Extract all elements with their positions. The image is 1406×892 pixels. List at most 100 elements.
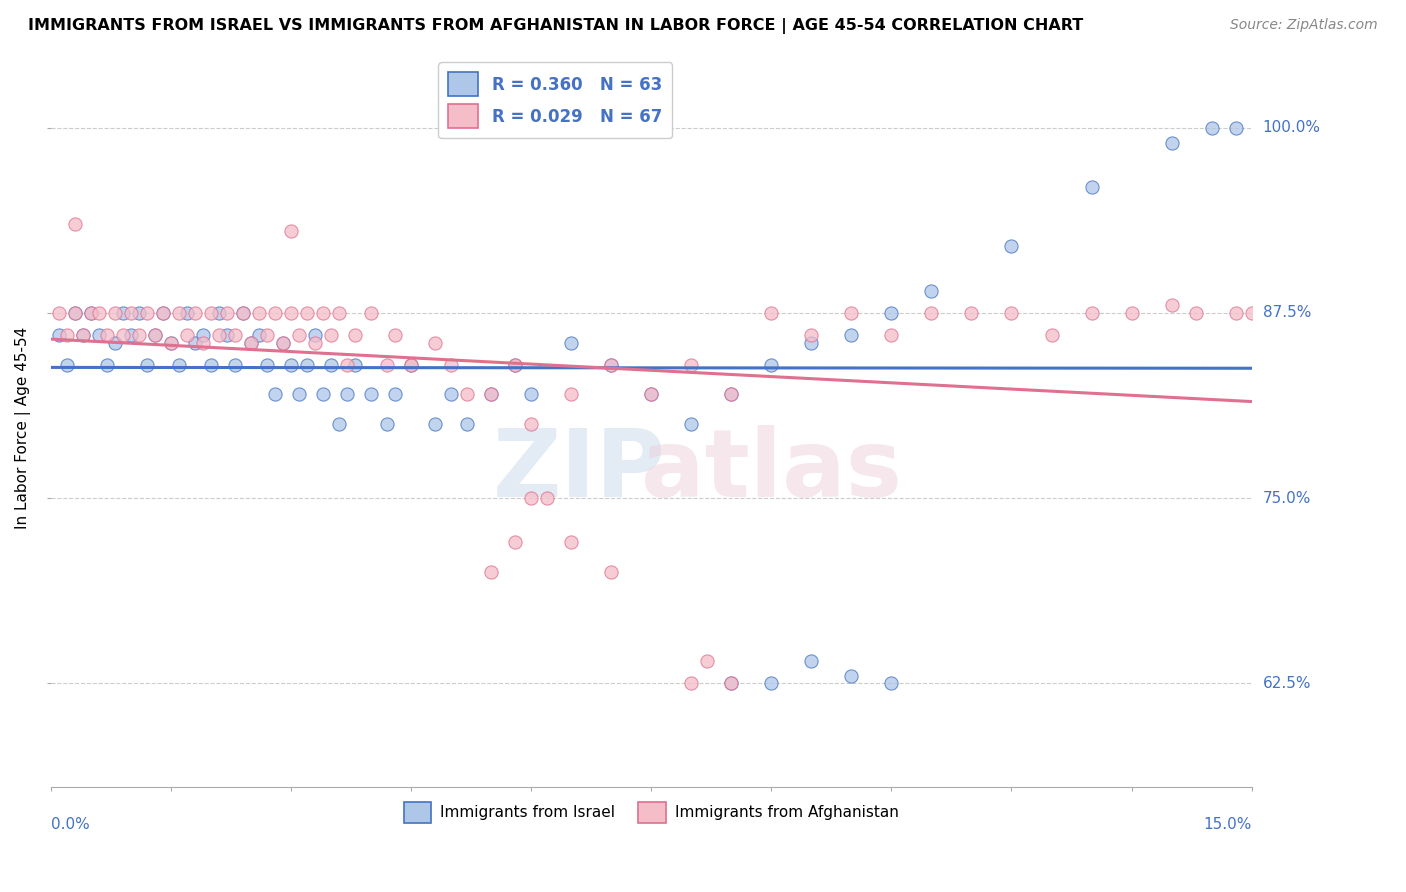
Point xyxy=(297,358,319,372)
Point xyxy=(425,417,447,431)
Point xyxy=(720,676,742,690)
Point xyxy=(681,358,703,372)
Point xyxy=(1080,180,1102,194)
Point xyxy=(720,676,742,690)
Point xyxy=(80,306,103,320)
Point xyxy=(217,328,239,343)
Point xyxy=(217,306,239,320)
Text: IMMIGRANTS FROM ISRAEL VS IMMIGRANTS FROM AFGHANISTAN IN LABOR FORCE | AGE 45-54: IMMIGRANTS FROM ISRAEL VS IMMIGRANTS FRO… xyxy=(28,18,1084,34)
Point xyxy=(800,335,823,350)
Point xyxy=(271,335,294,350)
Point xyxy=(640,387,662,401)
Point xyxy=(640,387,662,401)
Point xyxy=(1000,239,1022,253)
Point xyxy=(344,358,367,372)
Point xyxy=(720,387,742,401)
Point xyxy=(1225,306,1247,320)
Point xyxy=(761,676,783,690)
Point xyxy=(328,306,350,320)
Text: 75.0%: 75.0% xyxy=(1263,491,1310,506)
Point xyxy=(800,328,823,343)
Point xyxy=(208,306,231,320)
Point xyxy=(1160,298,1182,312)
Point xyxy=(193,335,215,350)
Point xyxy=(152,306,174,320)
Text: Source: ZipAtlas.com: Source: ZipAtlas.com xyxy=(1230,18,1378,32)
Point xyxy=(681,417,703,431)
Point xyxy=(128,306,150,320)
Point xyxy=(240,335,263,350)
Point xyxy=(160,335,183,350)
Point xyxy=(63,306,86,320)
Point xyxy=(224,358,246,372)
Point xyxy=(505,358,527,372)
Point xyxy=(96,328,118,343)
Point xyxy=(297,306,319,320)
Point xyxy=(600,358,623,372)
Point xyxy=(384,387,406,401)
Point xyxy=(280,358,302,372)
Text: 87.5%: 87.5% xyxy=(1263,305,1310,320)
Point xyxy=(200,306,222,320)
Point xyxy=(360,387,382,401)
Point xyxy=(1000,306,1022,320)
Point xyxy=(247,328,270,343)
Point xyxy=(247,306,270,320)
Point xyxy=(232,306,254,320)
Point xyxy=(120,306,142,320)
Point xyxy=(143,328,166,343)
Point xyxy=(200,358,222,372)
Point xyxy=(1080,306,1102,320)
Point xyxy=(456,387,478,401)
Point xyxy=(1201,120,1223,135)
Point xyxy=(681,676,703,690)
Point xyxy=(96,358,118,372)
Point xyxy=(1184,306,1206,320)
Point xyxy=(312,306,335,320)
Point xyxy=(761,358,783,372)
Point xyxy=(560,535,582,549)
Point xyxy=(120,328,142,343)
Point xyxy=(401,358,423,372)
Point xyxy=(271,335,294,350)
Point xyxy=(288,328,311,343)
Text: ZIP: ZIP xyxy=(494,425,666,516)
Point xyxy=(1240,306,1263,320)
Point xyxy=(184,306,207,320)
Point xyxy=(152,306,174,320)
Point xyxy=(520,491,543,505)
Point xyxy=(920,284,942,298)
Point xyxy=(256,358,278,372)
Point xyxy=(89,306,111,320)
Point xyxy=(375,417,398,431)
Text: 100.0%: 100.0% xyxy=(1263,120,1320,136)
Point xyxy=(160,335,183,350)
Point xyxy=(167,306,190,320)
Point xyxy=(479,387,502,401)
Point xyxy=(479,565,502,579)
Y-axis label: In Labor Force | Age 45-54: In Labor Force | Age 45-54 xyxy=(15,326,31,529)
Point xyxy=(520,387,543,401)
Point xyxy=(375,358,398,372)
Point xyxy=(72,328,94,343)
Point xyxy=(224,328,246,343)
Point xyxy=(136,306,159,320)
Point xyxy=(440,358,463,372)
Point xyxy=(560,387,582,401)
Point xyxy=(560,335,582,350)
Point xyxy=(384,328,406,343)
Point xyxy=(112,306,135,320)
Point xyxy=(696,654,718,668)
Point xyxy=(425,335,447,350)
Point xyxy=(1160,136,1182,150)
Point xyxy=(841,306,863,320)
Point xyxy=(841,328,863,343)
Point xyxy=(167,358,190,372)
Point xyxy=(312,387,335,401)
Point xyxy=(280,224,302,238)
Point xyxy=(304,328,326,343)
Point xyxy=(960,306,983,320)
Point xyxy=(479,387,502,401)
Point xyxy=(176,328,198,343)
Point xyxy=(1121,306,1143,320)
